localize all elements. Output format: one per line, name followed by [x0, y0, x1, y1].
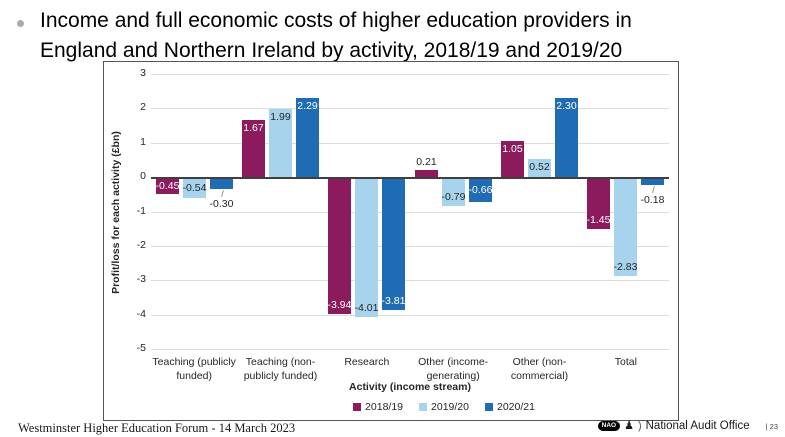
bar-2020-21-6 — [641, 179, 664, 185]
legend-item-2019-20: 2019/20 — [419, 401, 469, 413]
nao-paren-decoration: ) — [637, 419, 642, 432]
y-tick-label: -5 — [136, 342, 146, 354]
bar-value-label: 1.67 — [243, 122, 264, 134]
bar-2019-20-5 — [528, 159, 551, 177]
bar-value-label: 2.29 — [297, 100, 318, 112]
bar-value-label: -2.83 — [613, 261, 638, 273]
y-tick-label: 3 — [140, 67, 146, 79]
legend-label: 2019/20 — [431, 401, 469, 413]
bar-value-label: -3.81 — [381, 295, 406, 307]
legend-marker-icon — [353, 403, 362, 411]
category-label: Research — [344, 356, 390, 368]
legend-item-2020-21: 2020/21 — [484, 401, 535, 413]
y-tick-label: -1 — [136, 204, 146, 217]
bar-value-label: 0.52 — [529, 161, 550, 173]
y-tick-label: 1 — [140, 135, 146, 148]
bar-2020-21-1 — [210, 179, 233, 189]
nao-logo-icon: NAO — [597, 420, 621, 432]
chart-legend: 2018/19 2019/20 2020/21 — [104, 401, 680, 413]
bar-2019-20-1 — [183, 179, 206, 198]
x-axis-title: Activity (income stream) — [349, 381, 471, 393]
legend-marker-icon — [419, 403, 428, 411]
bar-value-label: 0.21 — [416, 156, 437, 168]
bar-2019-20-4 — [442, 179, 465, 206]
bar-2018-19-4 — [415, 170, 438, 177]
bar-2019-20-3 — [355, 179, 378, 317]
gridline — [151, 108, 669, 109]
label-leader-line — [651, 185, 655, 194]
bar-value-label: -0.54 — [182, 181, 207, 194]
gridline — [151, 349, 669, 350]
bar-2020-21-3 — [382, 179, 405, 310]
bar-value-label: -4.01 — [354, 302, 379, 314]
label-leader-line — [220, 189, 224, 198]
category-label: Total — [614, 356, 637, 368]
y-tick-label: -4 — [136, 307, 146, 320]
bar-value-label: -3.94 — [327, 299, 352, 311]
bar-2019-20-6 — [614, 179, 637, 276]
gridline — [151, 143, 669, 144]
bar-2018-19-3 — [328, 179, 351, 314]
bar-value-label: 1.05 — [502, 143, 523, 155]
bar-2018-19-6 — [587, 179, 610, 229]
category-label: Teaching (non-publicly funded) — [243, 356, 318, 382]
bar-2018-19-5 — [501, 141, 524, 177]
y-tick-label: -3 — [136, 273, 146, 286]
gridline — [151, 74, 669, 75]
footer-event-text: Westminster Higher Education Forum - 14 … — [18, 421, 296, 435]
bar-2018-19-1 — [156, 179, 179, 194]
bar-2020-21-4 — [469, 179, 492, 202]
bar-2020-21-5 — [555, 98, 578, 177]
bar-2019-20-2 — [269, 109, 292, 177]
category-label: Other (income-generating) — [418, 356, 489, 382]
legend-item-2018-19: 2018/19 — [353, 401, 403, 413]
slide-title: Income and full economic costs of higher… — [40, 6, 755, 66]
bar-value-label: -1.45 — [586, 214, 611, 226]
legend-label: 2020/21 — [496, 401, 535, 413]
nao-figure-icon: ♟ — [624, 419, 634, 432]
gridline — [151, 246, 669, 247]
bullet-icon — [17, 20, 24, 27]
category-label: Other (non-commercial) — [510, 356, 569, 382]
bar-value-label: -0.45 — [155, 179, 180, 192]
y-tick-label: -2 — [136, 238, 146, 251]
slide-title-line1: Income and full economic costs of higher… — [40, 9, 632, 32]
chart-panel: Profit/loss for each activity (£bn) -0.4… — [103, 61, 679, 421]
zero-axis-line — [151, 177, 669, 179]
category-label: Teaching (publicly funded) — [152, 356, 236, 382]
legend-marker-icon — [484, 403, 493, 411]
footer-branding: NAO ♟ ) National Audit Office | 23 — [597, 419, 778, 432]
slide-title-line2: England and Northern Ireland by activity… — [40, 38, 623, 62]
page-number: | 23 — [765, 421, 778, 431]
bar-value-label: 1.99 — [270, 111, 291, 123]
bar-2020-21-2 — [296, 98, 319, 177]
bar-value-label: 2.30 — [556, 100, 577, 112]
gridline — [151, 315, 669, 316]
legend-label: 2018/19 — [365, 401, 404, 413]
bar-value-label: -0.30 — [209, 198, 234, 210]
y-tick-label: 0 — [140, 170, 146, 183]
plot-area: -0.45 -0.54 -0.30 1.67 1.99 2.29 -3.94 -4.01 -3.… — [151, 74, 669, 350]
y-tick-label: 2 — [140, 101, 146, 114]
gridline — [151, 212, 669, 213]
bar-value-label: -0.66 — [468, 183, 493, 196]
bar-value-label: -0.79 — [441, 191, 466, 203]
bar-2018-19-2 — [242, 120, 265, 177]
gridline — [151, 280, 669, 281]
bar-value-label: -0.18 — [640, 194, 665, 206]
footer-org-name: National Audit Office — [645, 420, 750, 432]
